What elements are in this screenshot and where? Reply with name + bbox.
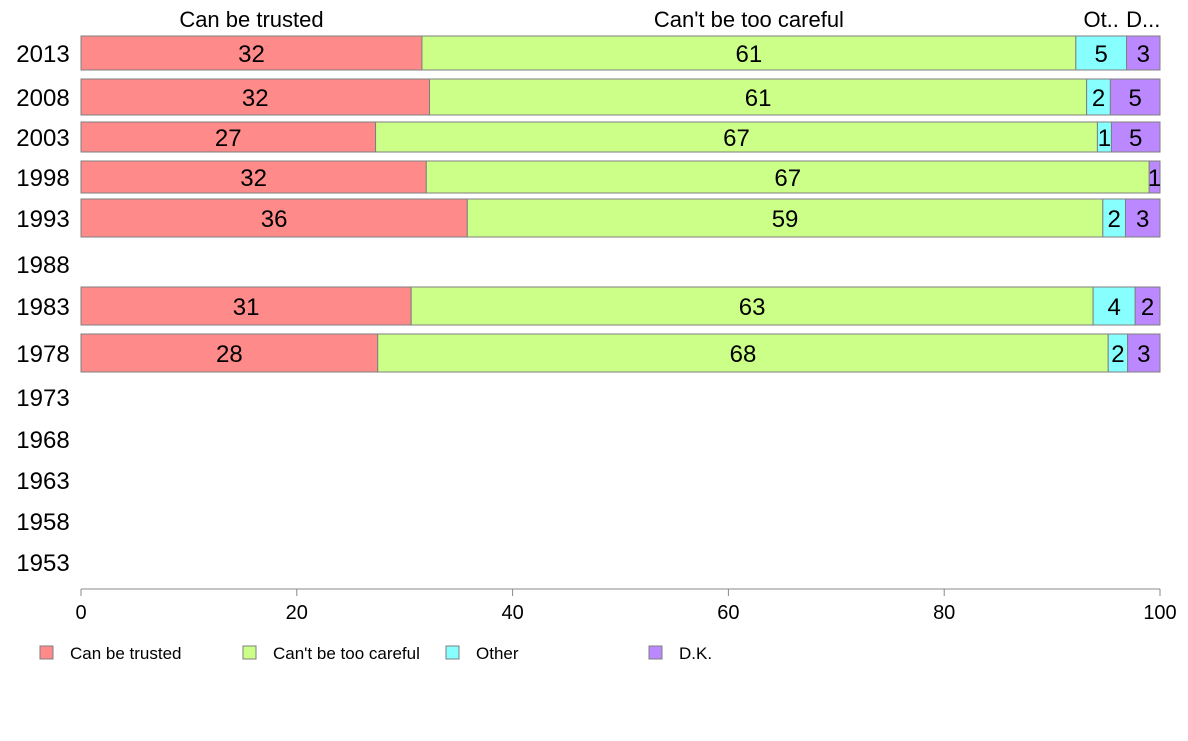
y-tick-label-2003: 2003 [16,125,69,152]
column-header: Can't be too careful [654,7,844,32]
bar-value-label: 61 [736,41,763,68]
legend-swatch [648,645,663,660]
bar-value-label: 31 [233,294,260,321]
bar-value-label: 1 [1098,125,1111,152]
y-tick-label-2008: 2008 [16,85,69,112]
y-tick-label-1993: 1993 [16,206,69,233]
bar-segment [1134,286,1161,326]
bar-value-label: 2 [1092,85,1105,112]
column-headers: Can be trusted Can't be too careful Ot.. D.… [179,7,1160,32]
y-tick-label-1998: 1998 [16,165,69,192]
y-tick-label-1958: 1958 [16,509,69,536]
bar-segment [1127,333,1161,373]
bar-value-label: 28 [216,341,243,368]
bar-value-label: 3 [1137,341,1150,368]
bar-value-label: 36 [261,206,288,233]
bar-value-label: 5 [1129,125,1142,152]
bar-value-label: 5 [1095,41,1108,68]
bar-value-label: 32 [242,85,269,112]
x-tick-label: 0 [75,602,86,624]
bar-value-label: 59 [772,206,799,233]
bar-segment [80,160,427,194]
bars: 32 61 5 332 61 2 527 67 1 532 67 136 59 2 331 63 4 228 68 2… [80,35,1161,373]
y-tick-label-1983: 1983 [16,294,69,321]
bar-value-label: 3 [1137,41,1150,68]
x-tick-label: 20 [286,602,308,624]
bar-segment [1126,35,1161,71]
bar-segment [429,78,1088,116]
bar-segment [80,121,377,153]
bar-value-label: 2 [1111,341,1124,368]
legend-label: Can be trusted [70,644,182,663]
bar-value-label: 3 [1136,206,1149,233]
bar-value-label: 2 [1107,206,1120,233]
y-tick-label-1963: 1963 [16,468,69,495]
bar-segment [466,198,1104,238]
bar-segment [421,35,1077,71]
column-header: Can be trusted [179,7,323,32]
bar-value-label: 68 [730,341,757,368]
bar-segment [377,333,1109,373]
y-tick-label-1953: 1953 [16,550,69,577]
bar-segment [375,121,1098,153]
legend-label: Can't be too careful [273,644,420,663]
bar-value-label: 27 [215,125,242,152]
bar-value-label: 67 [723,125,750,152]
legend-swatch [39,645,54,660]
bar-value-label: 2 [1141,294,1154,321]
column-header: D... [1126,7,1160,32]
legend-label: Other [476,644,519,663]
bar-segment [80,78,431,116]
x-tick-label: 60 [717,602,739,624]
bar-segment [1148,160,1161,194]
bar-segment [80,333,379,373]
y-tick-label-2013: 2013 [16,41,69,68]
bar-segment [425,160,1150,194]
y-tick-label-1988: 1988 [16,252,69,279]
y-tick-label-1978: 1978 [16,341,69,368]
bar-segment [80,35,423,71]
legend: Can be trusted Can't be too careful Other D… [39,644,712,663]
bar-segment [80,198,468,238]
bar-value-label: 67 [774,165,801,192]
y-tick-label-1968: 1968 [16,427,69,454]
bar-segment [1075,35,1128,71]
y-tick-label-1973: 1973 [16,385,69,412]
bar-value-label: 32 [238,41,265,68]
column-header: Ot.. [1083,7,1118,32]
bar-value-label: 63 [739,294,766,321]
bar-value-label: 1 [1148,165,1161,192]
x-axis: 0 20 40 60 80 100 [75,588,1177,624]
bar-segment [1092,286,1136,326]
bar-segment [1110,121,1161,153]
bar-segment [80,286,412,326]
bar-value-label: 61 [745,85,772,112]
bar-value-label: 5 [1129,85,1142,112]
y-axis-labels: 2013 2008 2003 1998 1993 1988 1983 1978 1973 1968… [16,41,69,577]
bar-value-label: 32 [240,165,267,192]
legend-swatch [445,645,460,660]
legend-label: D.K. [679,644,712,663]
x-tick-label: 80 [933,602,955,624]
legend-swatch [242,645,257,660]
x-tick-label: 100 [1143,602,1176,624]
x-tick-label: 40 [501,602,523,624]
bar-value-label: 4 [1107,294,1120,321]
bar-segment [1109,78,1161,116]
bar-segment [1124,198,1161,238]
